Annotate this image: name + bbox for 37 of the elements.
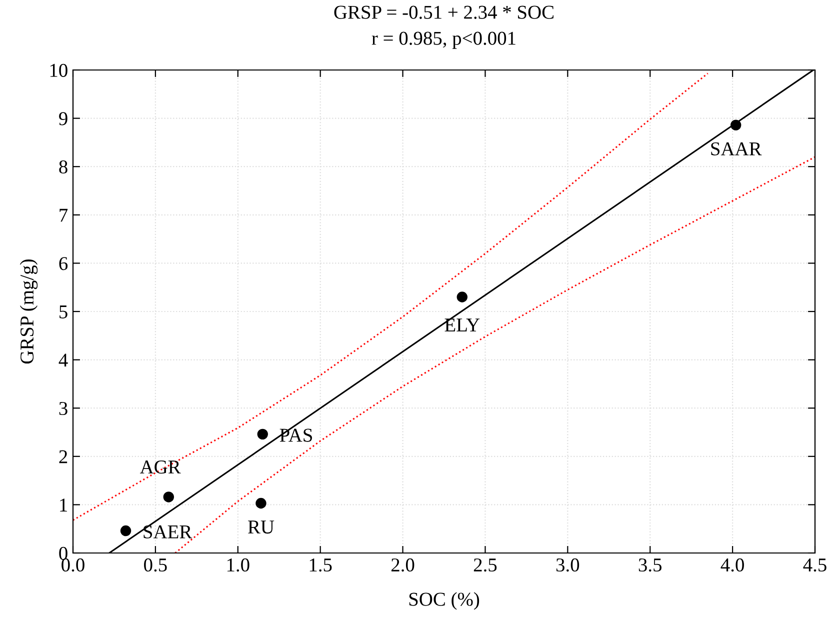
data-label: RU xyxy=(248,520,274,534)
y-tick-label: 2 xyxy=(59,450,68,464)
y-tick-label: 10 xyxy=(50,64,68,77)
data-label: PAS xyxy=(280,428,312,442)
point xyxy=(456,292,468,302)
y-tick-label: 1 xyxy=(60,498,67,512)
x-tick-label: 4.0 xyxy=(720,558,744,572)
line-series xyxy=(73,72,709,521)
x-tick-label: 3.5 xyxy=(638,558,662,572)
data-label: SAER xyxy=(144,525,192,538)
x-tick-label: 1.5 xyxy=(310,558,332,572)
chart-title: GRSP = -0.51 + 2.34 * SOC xyxy=(334,6,554,19)
data-label: ELY xyxy=(444,318,480,332)
y-tick-label: 5 xyxy=(60,306,68,318)
x-tick-label: 3.0 xyxy=(556,558,580,572)
y-tick-label: 0 xyxy=(59,546,68,560)
y-tick-label: 3 xyxy=(59,402,68,416)
y-tick-label: 4 xyxy=(58,354,68,367)
point xyxy=(256,498,266,509)
point xyxy=(120,525,132,536)
point xyxy=(257,428,268,440)
y-tick-label: 6 xyxy=(59,257,68,270)
x-tick-label: 4.5 xyxy=(803,558,826,572)
point xyxy=(730,120,742,130)
x-tick-label: 0.5 xyxy=(144,558,167,572)
x-axis-title: SOC (%) xyxy=(409,592,480,610)
point xyxy=(163,492,174,502)
x-tick-label: 2.0 xyxy=(391,558,414,572)
y-tick-label: 7 xyxy=(60,208,68,222)
x-tick-label: 1.0 xyxy=(227,558,250,572)
y-tick-label: 8 xyxy=(59,160,68,174)
x-tick-label: 0.0 xyxy=(62,558,84,572)
y-axis-title: GRSP (mg/g) xyxy=(20,260,38,364)
x-tick-label: 2.5 xyxy=(474,558,497,572)
y-tick-label: 9 xyxy=(59,112,68,126)
chart-subtitle: r = 0.985, p<0.001 xyxy=(372,32,516,49)
data-label: SAAR xyxy=(711,142,762,156)
